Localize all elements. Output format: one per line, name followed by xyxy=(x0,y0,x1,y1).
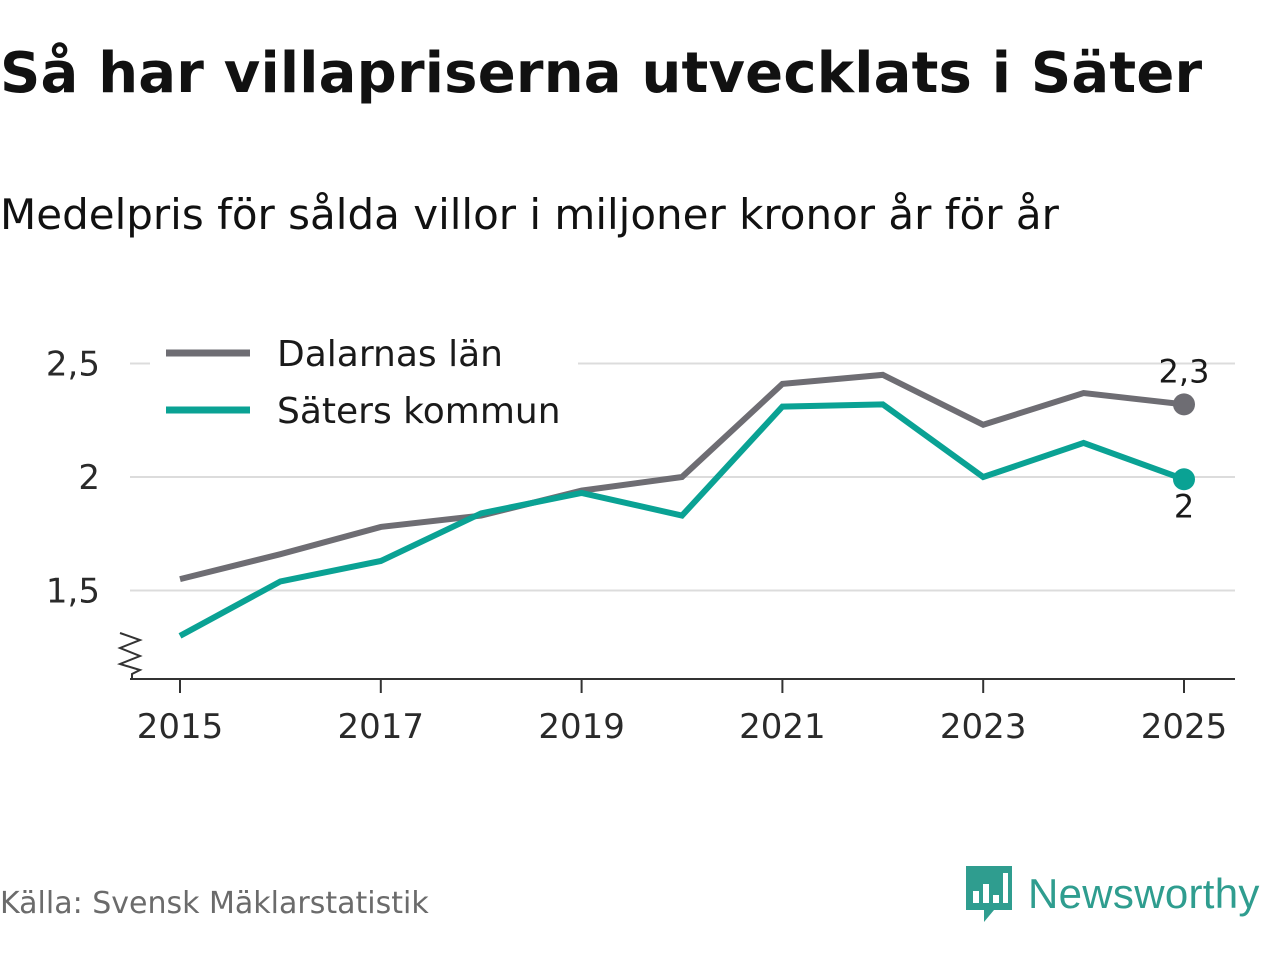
brand-logo: Newsworthy xyxy=(964,864,1260,924)
series-line-sater xyxy=(178,401,1186,639)
end-value-label-sater: 2 xyxy=(1174,487,1194,525)
source-note: Källa: Svensk Mäklarstatistik xyxy=(0,886,429,921)
end-value-label-dalarna: 2,3 xyxy=(1159,352,1210,390)
series-lines xyxy=(178,371,1195,639)
y-tick-label: 1,5 xyxy=(46,572,100,612)
x-tick-label: 2025 xyxy=(1141,707,1228,747)
axis-break-mark xyxy=(116,632,143,679)
brand-name: Newsworthy xyxy=(1028,870,1260,917)
line-chart: 1,5 2 2,5 2015 2017 2019 2021 2023 2025 Dalarnas… xyxy=(45,325,1235,747)
data-labels: 2,32 xyxy=(1159,352,1210,525)
series-line-dalarna xyxy=(179,371,1185,583)
x-tick-label: 2023 xyxy=(940,707,1027,747)
y-tick-label: 2 xyxy=(78,458,100,498)
x-tick-label: 2015 xyxy=(137,707,224,747)
y-tick-label: 2,5 xyxy=(46,345,100,385)
legend-label-dalarna: Dalarnas län xyxy=(277,334,503,375)
x-tick-label: 2017 xyxy=(338,707,425,747)
newsworthy-logo-icon xyxy=(966,866,1012,922)
legend: Dalarnas län Säters kommun xyxy=(150,325,578,435)
x-tick-label: 2019 xyxy=(538,707,625,747)
endpoint-marker-dalarna xyxy=(1173,393,1195,416)
chart-subtitle: Medelpris för sålda villor i miljoner kr… xyxy=(0,190,1059,239)
chart-title: Så har villapriserna utvecklats i Säter xyxy=(0,41,1203,106)
x-tick-label: 2021 xyxy=(739,707,826,747)
endpoint-marker-sater xyxy=(1173,468,1195,491)
axes: 1,5 2 2,5 2015 2017 2019 2021 2023 2025 xyxy=(46,345,1235,747)
legend-background xyxy=(150,325,578,435)
legend-label-sater: Säters kommun xyxy=(277,391,561,432)
